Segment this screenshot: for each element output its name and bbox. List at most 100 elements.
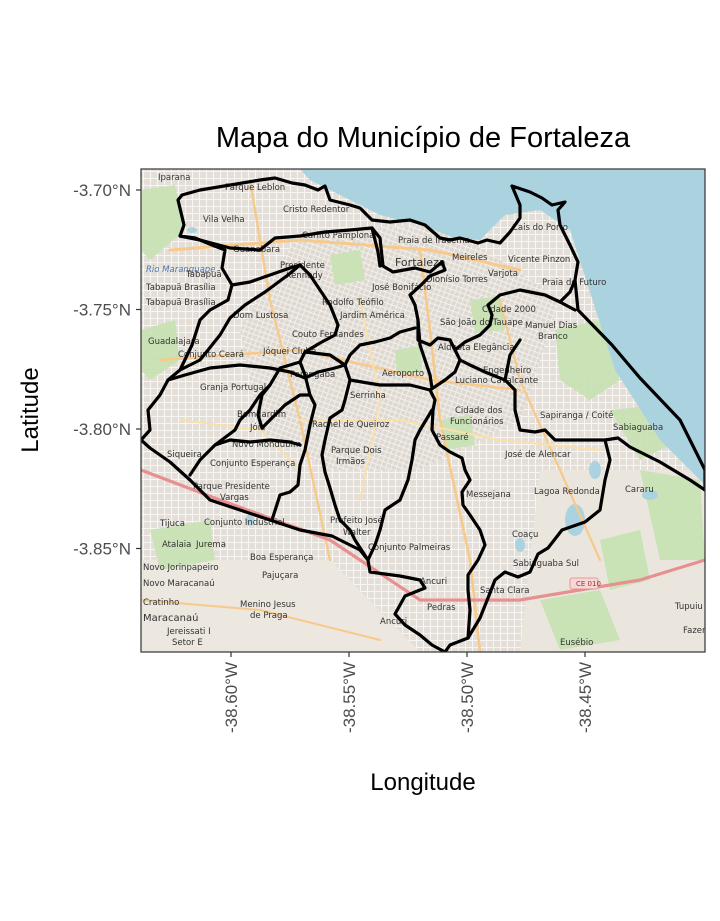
place-label: Jereissati I xyxy=(166,627,211,637)
place-label: José de Alencar xyxy=(504,449,571,460)
x-tick-label: -38.55°W xyxy=(340,662,359,733)
place-label: Coaçu xyxy=(512,530,538,540)
place-label: Pajuçara xyxy=(262,571,298,581)
place-label: Parque Presidente xyxy=(193,482,270,492)
place-label: Jóia xyxy=(249,422,265,433)
place-label: Menino Jesus xyxy=(240,600,296,610)
place-label: Parque Leblon xyxy=(225,183,285,193)
place-label: Aeroporto xyxy=(382,369,424,379)
place-label: Passaré xyxy=(436,432,469,443)
map-panel: Iparana Parque Leblon Cristo Redentor Vi… xyxy=(141,169,718,652)
y-axis-title: Latitude xyxy=(17,367,44,452)
place-label: José Bonifácio xyxy=(371,282,431,293)
basemap-sea xyxy=(300,169,705,485)
place-label: Dom Lustosa xyxy=(233,311,288,321)
place-label: Carlito Pamplona xyxy=(302,231,374,241)
place-label: Cratinho xyxy=(143,598,179,608)
place-label: Fortaleza xyxy=(395,256,446,269)
place-label: Tijuca xyxy=(159,519,185,529)
place-label: Messejana xyxy=(466,490,511,500)
basemap-outskirts xyxy=(141,560,420,652)
place-label: Eusébio xyxy=(560,637,593,648)
place-label: Conjunto Industrial xyxy=(204,518,285,528)
place-label: Vargas xyxy=(220,493,249,503)
place-label: Rio Maranguape xyxy=(146,265,215,275)
place-label: Cararu xyxy=(625,485,654,495)
place-label: Prefeito José xyxy=(330,515,383,526)
place-label: Meireles xyxy=(452,253,488,263)
y-tick-label: -3.70°N xyxy=(73,181,131,200)
place-label: São João do Tauape xyxy=(440,318,523,328)
y-tick-label: -3.80°N xyxy=(73,420,131,439)
map-title: Mapa do Município de Fortaleza xyxy=(216,122,631,154)
place-label: Setor E xyxy=(172,638,203,648)
place-label: Parque Dois xyxy=(331,446,382,456)
place-label: Novo Mondubim xyxy=(232,440,301,450)
x-tick-label: -38.50°W xyxy=(458,662,477,733)
y-tick-label: -3.75°N xyxy=(73,301,131,320)
road-shield xyxy=(569,577,599,590)
place-label: Granja Portugal xyxy=(200,383,266,393)
place-label: Pedras xyxy=(427,603,456,613)
place-label: Dionísio Torres xyxy=(426,275,488,285)
y-tick-label: -3.85°N xyxy=(73,540,131,559)
basemap-roads xyxy=(141,178,705,652)
x-axis-title: Longitude xyxy=(370,769,475,796)
place-label: Serrinha xyxy=(350,391,386,401)
place-label: Maracanaú xyxy=(143,612,198,624)
x-tick-label: -38.60°W xyxy=(222,662,241,733)
place-label: Siqueira xyxy=(167,450,202,460)
road-shield-label: CE 010 xyxy=(576,580,601,588)
map-panel-border xyxy=(140,168,706,653)
place-label: Sapiranga / Coité xyxy=(540,410,613,421)
place-label: Santa Clara xyxy=(480,586,529,596)
place-label: Conjunto Ceará xyxy=(178,350,244,360)
district-boundaries xyxy=(141,176,705,652)
place-label: Jóquei Clube xyxy=(262,346,316,357)
place-label: Aldeota Elegância xyxy=(438,343,514,353)
place-label: Couto Fernandes xyxy=(292,330,364,340)
place-label: Praia de Iracema xyxy=(398,236,470,246)
place-label: Tabapuã xyxy=(185,270,222,280)
place-label: Conjunto Palmeiras xyxy=(368,543,451,553)
place-label: Jardim América xyxy=(339,310,405,321)
place-label: Irmãos xyxy=(336,457,366,467)
place-label: Cidade 2000 xyxy=(482,305,536,315)
y-axis: -3.70°N -3.75°N -3.80°N -3.85°N xyxy=(73,181,141,559)
place-label: Iparana xyxy=(158,173,190,183)
place-label: Kennedy xyxy=(286,271,323,281)
place-label: Conjunto Esperança xyxy=(210,459,295,469)
place-label: Varjota xyxy=(488,269,518,279)
place-label: Atalaia xyxy=(162,540,191,550)
place-label: Guadalajara xyxy=(148,337,200,347)
place-label: Ancuri xyxy=(380,617,407,627)
place-label: Cais do Porto xyxy=(512,223,568,233)
place-label: Rachel de Queiroz xyxy=(312,420,390,430)
place-label: Luciano Cavalcante xyxy=(455,376,538,386)
place-label: Branco xyxy=(538,332,568,342)
place-label: Walter xyxy=(343,528,371,538)
place-label: Tabapuã Brasília xyxy=(145,283,216,293)
place-label: Bom Jardim xyxy=(237,410,286,420)
place-label: Manuel Dias xyxy=(525,321,578,331)
place-label: Ancuri xyxy=(420,577,447,587)
place-label: Tupuiu xyxy=(674,602,703,612)
municipal-boundary xyxy=(141,176,705,652)
place-label: Fazenda xyxy=(683,626,718,636)
place-label: Boa Esperança xyxy=(250,553,313,563)
place-label: Cristo Redentor xyxy=(283,205,350,215)
place-label: Novo Maracanaú xyxy=(143,579,215,589)
x-tick-label: -38.45°W xyxy=(576,662,595,733)
place-label: Sabiaguaba Sul xyxy=(513,559,579,569)
place-label: de Praga xyxy=(250,611,288,621)
place-label: Jurema xyxy=(195,540,226,550)
place-label: Vila Velha xyxy=(203,215,245,225)
x-axis: -38.60°W -38.55°W -38.50°W -38.45°W xyxy=(222,652,595,733)
place-label: Cidade dos xyxy=(455,406,503,416)
place-label: Funcionários xyxy=(450,417,504,427)
place-label: Sabiaguaba xyxy=(613,423,663,433)
basemap-urban-core xyxy=(240,225,560,470)
place-label: Tabapuã Brasília xyxy=(145,298,216,308)
place-label: Vicente Pinzon xyxy=(508,255,570,265)
